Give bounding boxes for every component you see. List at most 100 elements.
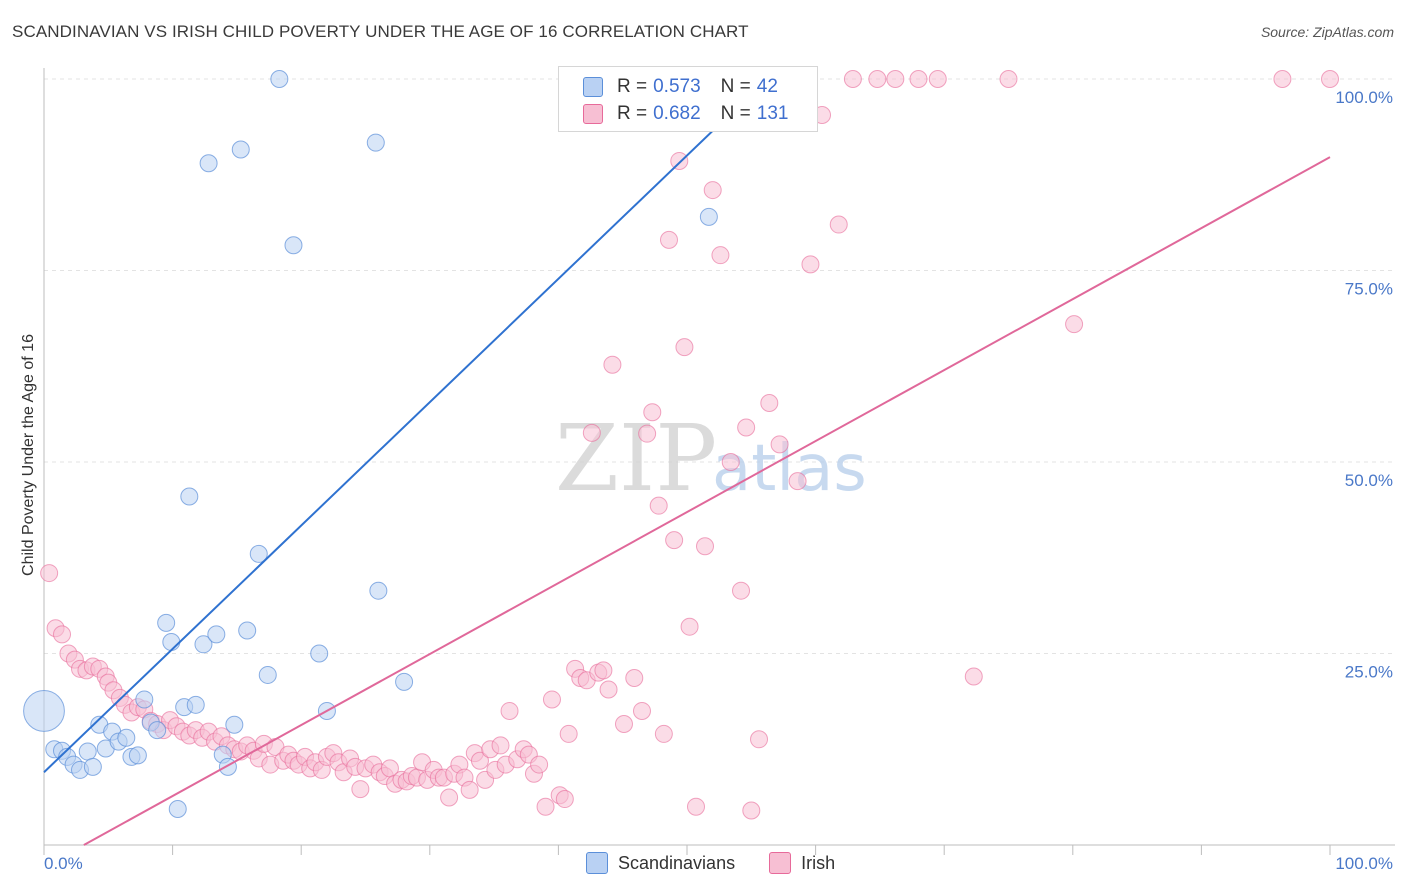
legend-r-value: 0.573 xyxy=(653,76,701,97)
tick-labels: 25.0% 50.0% 75.0% 100.0% 0.0% 100.0% xyxy=(44,88,1393,873)
watermark-atlas: atlas xyxy=(712,432,867,506)
irish-point xyxy=(632,701,651,720)
irish-point xyxy=(760,394,779,413)
irish-point xyxy=(40,564,59,583)
irish-point xyxy=(53,625,72,644)
irish-point xyxy=(582,423,601,442)
legend-n-value: 42 xyxy=(756,76,778,97)
watermark-zip: ZIP xyxy=(555,405,717,512)
y-tick-label: 100.0% xyxy=(1335,88,1393,107)
trend-lines xyxy=(43,78,1331,846)
irish-point xyxy=(721,453,740,471)
irish-point xyxy=(737,418,756,437)
irish-point xyxy=(460,780,479,799)
x-tick-label: 100.0% xyxy=(1335,854,1393,873)
irish-points xyxy=(40,70,1339,820)
irish-point xyxy=(1321,70,1339,88)
legend-r-value: 0.682 xyxy=(653,103,701,124)
source-label: Source: ZipAtlas.com xyxy=(1260,24,1394,40)
legend-swatch-blue xyxy=(586,852,608,874)
irish-point xyxy=(351,780,370,799)
irish-point xyxy=(603,355,622,374)
scandinavian-point xyxy=(117,728,136,747)
scandinavian-point xyxy=(186,695,205,714)
y-axis-title: Child Poverty Under the Age of 16 xyxy=(20,334,37,576)
irish-point xyxy=(964,667,983,686)
scandinavian-point xyxy=(284,236,303,255)
scandinavian-point xyxy=(128,746,147,765)
scandinavian-point xyxy=(270,70,289,88)
scandinavian-point xyxy=(78,742,97,761)
irish-point xyxy=(1273,70,1292,88)
irish-point xyxy=(555,790,574,809)
legend-label-irish: Irish xyxy=(801,852,836,873)
irish-point xyxy=(886,70,905,88)
y-tick-label: 50.0% xyxy=(1345,471,1393,490)
legend-swatch-pink xyxy=(583,104,603,124)
irish-point xyxy=(999,70,1018,88)
scandinavian-point xyxy=(238,621,257,640)
scandinavian-point xyxy=(249,544,268,563)
irish-point xyxy=(599,680,618,699)
irish-point xyxy=(594,661,613,680)
scandinavian-point xyxy=(207,625,226,644)
irish-point xyxy=(742,801,761,820)
irish-point xyxy=(843,70,862,88)
irish-point xyxy=(440,788,459,807)
scandinavian-point xyxy=(218,757,237,776)
legend-item-scandinavians: Scandinavians xyxy=(586,852,735,874)
irish-point xyxy=(491,736,510,755)
irish-point xyxy=(530,755,549,774)
scandinavian-point xyxy=(199,154,218,173)
legend-item-irish: Irish xyxy=(769,852,835,874)
scandinavian-point xyxy=(258,665,277,684)
series-legend: Scandinavians Irish xyxy=(586,852,869,874)
irish-point xyxy=(638,424,657,443)
irish-point xyxy=(659,230,678,249)
irish-point xyxy=(687,797,706,816)
irish-point xyxy=(670,151,689,170)
irish-point xyxy=(928,70,947,88)
legend-row-scandinavians: R = 0.573 N = 42 xyxy=(583,75,778,99)
irish-trend-line xyxy=(83,156,1331,846)
chart-title: SCANDINAVIAN VS IRISH CHILD POVERTY UNDE… xyxy=(12,22,749,41)
x-tick-label: 0.0% xyxy=(44,854,83,873)
scandinavian-point xyxy=(395,672,414,691)
scandinavian-point xyxy=(369,581,388,600)
irish-point xyxy=(614,714,633,733)
legend-n-label: N = xyxy=(720,103,751,124)
scandinavian-point xyxy=(180,487,199,506)
scandinavian-point xyxy=(157,613,176,632)
irish-point xyxy=(868,70,887,88)
irish-point xyxy=(470,751,489,770)
irish-point xyxy=(750,730,769,749)
scandinavian-points xyxy=(23,70,718,818)
irish-point xyxy=(711,246,730,265)
scandinavian-trend-line xyxy=(43,78,768,773)
scandinavian-point xyxy=(194,635,213,654)
irish-point xyxy=(909,70,928,88)
scandinavian-point xyxy=(366,133,385,152)
irish-point xyxy=(696,537,715,556)
legend-label-scandinavians: Scandinavians xyxy=(618,852,736,873)
legend-r-label: R = xyxy=(617,76,648,97)
scandinavian-point xyxy=(168,799,187,818)
irish-point xyxy=(625,669,644,688)
grid-lines xyxy=(44,78,1395,654)
legend-swatch-blue xyxy=(583,77,603,97)
scandinavian-point xyxy=(699,207,718,226)
irish-point xyxy=(1065,315,1084,334)
scandinavian-point xyxy=(23,690,65,732)
irish-point xyxy=(732,581,751,600)
irish-point xyxy=(703,181,722,200)
scandinavian-point xyxy=(231,140,250,159)
scandinavian-point xyxy=(148,721,167,740)
legend-n-value: 131 xyxy=(756,103,789,124)
irish-point xyxy=(801,255,820,274)
scandinavian-point xyxy=(162,633,181,652)
watermark: ZIP atlas xyxy=(555,405,867,512)
y-tick-label: 25.0% xyxy=(1345,663,1393,682)
irish-point xyxy=(680,617,699,636)
legend-r-label: R = xyxy=(617,103,648,124)
scandinavian-point xyxy=(310,644,329,663)
